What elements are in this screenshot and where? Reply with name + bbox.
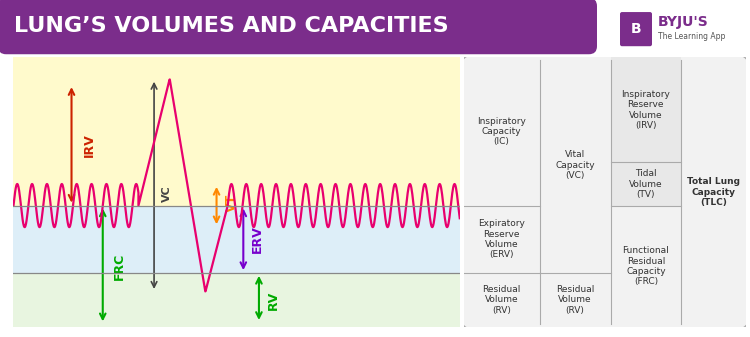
Bar [610, 162, 681, 206]
Text: Functional
Residual
Capacity
(FRC): Functional Residual Capacity (FRC) [622, 246, 669, 286]
Bar [13, 57, 460, 206]
Text: B: B [631, 22, 641, 36]
Text: The Learning App: The Learning App [658, 32, 725, 41]
FancyBboxPatch shape [460, 55, 749, 330]
Text: LUNG’S VOLUMES AND CAPACITIES: LUNG’S VOLUMES AND CAPACITIES [14, 16, 448, 36]
Text: FRC: FRC [112, 253, 125, 280]
Text: VT: VT [224, 194, 238, 212]
Bar [13, 206, 460, 273]
Text: VC: VC [162, 185, 172, 202]
Text: Inspiratory
Capacity
(IC): Inspiratory Capacity (IC) [477, 117, 526, 146]
Text: Tidal
Volume
(TV): Tidal Volume (TV) [629, 169, 663, 199]
Text: RV: RV [267, 290, 280, 310]
Text: Residual
Volume
(RV): Residual Volume (RV) [482, 285, 520, 315]
FancyBboxPatch shape [620, 12, 652, 46]
FancyBboxPatch shape [0, 0, 597, 54]
Text: Expiratory
Reserve
Volume
(ERV): Expiratory Reserve Volume (ERV) [478, 219, 525, 259]
Text: Residual
Volume
(RV): Residual Volume (RV) [556, 285, 594, 315]
Text: Total Lung
Capacity
(TLC): Total Lung Capacity (TLC) [687, 177, 740, 207]
Text: IRV: IRV [82, 133, 96, 157]
Text: Vital
Capacity
(VC): Vital Capacity (VC) [555, 150, 595, 180]
Bar [610, 57, 681, 162]
Bar [13, 273, 460, 327]
Text: Inspiratory
Reserve
Volume
(IRV): Inspiratory Reserve Volume (IRV) [622, 90, 670, 130]
Text: BYJU'S: BYJU'S [658, 15, 709, 29]
Text: ERV: ERV [251, 225, 264, 253]
